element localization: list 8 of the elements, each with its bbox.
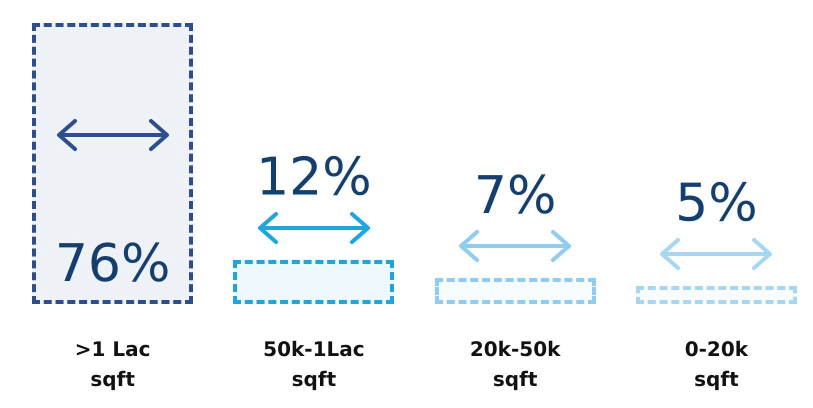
data-label: 5% — [675, 174, 758, 234]
x-tick-label: 50k-1Lac sqft — [263, 337, 365, 391]
x-tick-label: >1 Lac sqft — [74, 337, 150, 391]
x-tick-label: 0-20k sqft — [684, 337, 749, 391]
data-label: 12% — [256, 148, 372, 208]
data-label: 76% — [54, 234, 170, 294]
data-label: 7% — [474, 166, 556, 226]
x-tick-label: 20k-50k sqft — [470, 337, 562, 391]
